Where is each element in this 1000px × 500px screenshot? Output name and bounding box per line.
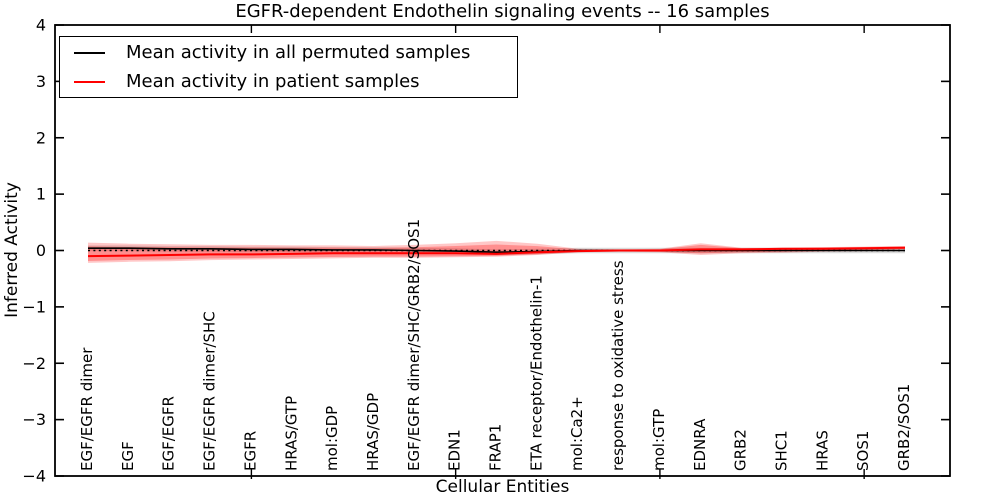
entity-label: SOS1 <box>854 431 872 471</box>
entity-label: mol:GTP <box>650 409 668 471</box>
chart-title: EGFR-dependent Endothelin signaling even… <box>235 1 770 22</box>
patient-line-sample-icon <box>74 80 105 83</box>
permuted-line-sample-icon <box>74 51 105 54</box>
entity-label: GRB2/SOS1 <box>895 384 913 471</box>
entity-labels: EGF/EGFR dimer EGF EGF/EGFR EGF/EGFR dimer/… <box>78 219 913 471</box>
legend-label: Mean activity in patient samples <box>126 70 420 92</box>
entity-label: EDNRA <box>691 418 709 471</box>
entity-label: HRAS/GDP <box>364 393 382 471</box>
permuted-mean-line <box>88 247 905 253</box>
entity-label: EDN1 <box>446 429 464 471</box>
entity-label: SHC1 <box>773 430 791 471</box>
legend: Mean activity in all permuted samples Me… <box>59 36 518 98</box>
entity-label: mol:GDP <box>323 406 341 471</box>
y-tick-label: 4 <box>36 16 46 35</box>
band-permuted-samples-band <box>88 245 905 255</box>
legend-item-patient: Mean activity in patient samples <box>60 70 517 94</box>
entity-label: HRAS <box>813 430 831 471</box>
legend-item-permuted: Mean activity in all permuted samples <box>60 41 517 65</box>
entity-label: EGF/EGFR dimer/SHC/GRB2/SOS1 <box>405 219 423 471</box>
entity-label: ETA receptor/Endothelin-1 <box>527 275 545 471</box>
y-tick-label: 1 <box>36 185 46 204</box>
x-ticks <box>250 25 865 479</box>
entity-label: mol:Ca2+ <box>568 396 586 471</box>
legend-label: Mean activity in all permuted samples <box>126 41 471 63</box>
x-axis-label: Cellular Entities <box>435 477 570 497</box>
entity-label: EGF/EGFR dimer <box>78 347 96 471</box>
entity-label: EGF/EGFR <box>160 396 178 471</box>
entity-label: EGF <box>119 441 137 471</box>
y-tick-label: −4 <box>22 467 46 486</box>
y-tick-label: −2 <box>22 354 46 373</box>
y-tick-label: −3 <box>22 410 46 429</box>
patient-mean-line <box>87 246 906 258</box>
entity-label: FRAP1 <box>487 424 505 471</box>
y-tick-label: 2 <box>36 128 46 147</box>
y-tick-labels: −4 −3 −2 −1 0 1 2 3 4 <box>22 16 46 486</box>
entity-label: response to oxidative stress <box>609 260 627 471</box>
entity-label: HRAS/GTP <box>282 396 300 471</box>
y-tick-label: −1 <box>22 297 46 316</box>
y-tick-label: 0 <box>36 241 46 260</box>
entity-label: EGF/EGFR dimer/SHC <box>201 311 219 471</box>
entity-label: GRB2 <box>732 429 750 471</box>
y-tick-label: 3 <box>36 72 46 91</box>
entity-label: EGFR <box>241 431 259 471</box>
